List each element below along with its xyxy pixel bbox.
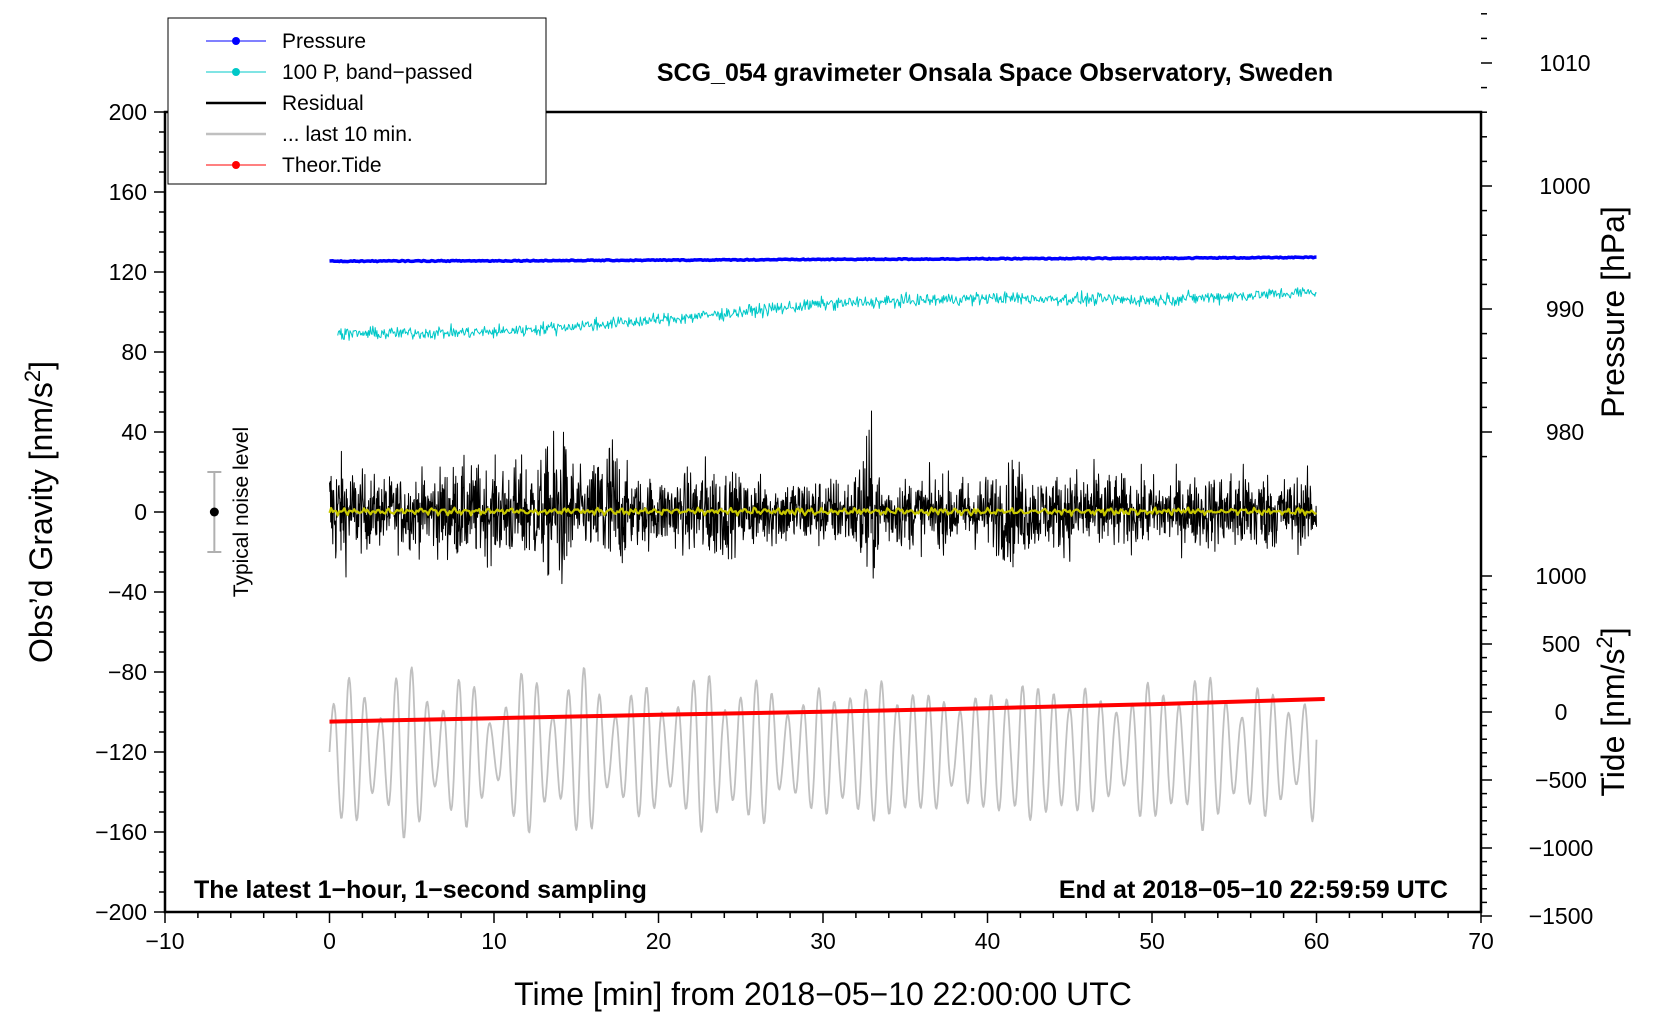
legend-label: Theor.Tide bbox=[282, 154, 382, 177]
tide-tick-label: −1500 bbox=[1529, 903, 1594, 929]
tide-tick-label: −1000 bbox=[1529, 835, 1594, 861]
tide-axis: −1500 −1000 −500 0 500 1000 bbox=[1481, 563, 1593, 929]
left-tick-label: −200 bbox=[95, 899, 147, 925]
tide-tick-label: 500 bbox=[1542, 631, 1580, 657]
legend-box bbox=[167, 17, 547, 185]
last-10-min-series bbox=[328, 666, 1318, 839]
left-axis-title-end: ] bbox=[23, 361, 59, 370]
left-tick-label: 200 bbox=[109, 99, 147, 125]
pressure-tick-label: 1010 bbox=[1539, 50, 1590, 76]
pressure-series bbox=[329, 255, 1317, 264]
x-tick-label: 10 bbox=[481, 928, 507, 954]
x-tick-label: 40 bbox=[975, 928, 1001, 954]
tide-axis-title-end: ] bbox=[1595, 627, 1631, 636]
band-passed-residual-series bbox=[328, 506, 1317, 517]
x-tick-label: −10 bbox=[145, 928, 184, 954]
left-tick-label: 80 bbox=[121, 339, 147, 365]
left-axis-title: Obs’d Gravity [nm/s2] bbox=[20, 361, 59, 663]
x-tick-label: 20 bbox=[646, 928, 672, 954]
theoretical-tide-series bbox=[329, 697, 1325, 724]
x-tick-label: 0 bbox=[323, 928, 336, 954]
typical-noise-bar bbox=[207, 471, 222, 553]
pressure-axis-title: Pressure [hPa] bbox=[1595, 206, 1631, 418]
left-tick-label: −120 bbox=[95, 739, 147, 765]
left-y-axis: −200 −160 −120 −80 −40 0 40 80 120 160 200 bbox=[95, 99, 165, 925]
left-tick-label: 40 bbox=[121, 419, 147, 445]
left-tick-label: −80 bbox=[108, 659, 147, 685]
legend-label: Pressure bbox=[282, 30, 366, 53]
legend-marker bbox=[232, 37, 240, 45]
x-tick-label: 60 bbox=[1304, 928, 1330, 954]
left-axis-title-main: Obs’d Gravity [nm/s bbox=[23, 382, 59, 663]
tide-axis-title: Tide [nm/s2] bbox=[1592, 627, 1631, 796]
legend-label: Residual bbox=[282, 92, 364, 115]
x-axis-title: Time [min] from 2018−05−10 22:00:00 UTC bbox=[514, 976, 1132, 1012]
legend-marker bbox=[232, 161, 240, 169]
left-tick-label: 0 bbox=[134, 499, 147, 525]
tide-tick-label: 1000 bbox=[1535, 563, 1586, 589]
annotation-end-time: End at 2018−05−10 22:59:59 UTC bbox=[1059, 876, 1448, 904]
left-tick-label: 120 bbox=[109, 259, 147, 285]
x-axis: −10 0 10 20 30 40 50 60 70 bbox=[145, 912, 1494, 954]
tide-tick-label: −500 bbox=[1535, 767, 1587, 793]
pressure-tick-label: 1000 bbox=[1539, 173, 1590, 199]
left-tick-label: −160 bbox=[95, 819, 147, 845]
x-tick-label: 50 bbox=[1139, 928, 1165, 954]
pressure-axis: 9809901000101010201030 bbox=[1481, 13, 1591, 458]
series-layer bbox=[328, 255, 1325, 839]
residual-series bbox=[329, 410, 1317, 585]
x-tick-label: 30 bbox=[810, 928, 836, 954]
legend: Pressure 100 P, band−passed Residual ... la… bbox=[167, 17, 547, 185]
tide-tick-label: 0 bbox=[1555, 699, 1568, 725]
tide-axis-title-sup: 2 bbox=[1592, 636, 1617, 648]
noise-bar-center bbox=[209, 507, 219, 517]
x-tick-label: 70 bbox=[1468, 928, 1494, 954]
left-tick-label: −40 bbox=[108, 579, 147, 605]
legend-label: ... last 10 min. bbox=[282, 123, 413, 146]
legend-label: 100 P, band−passed bbox=[282, 61, 473, 84]
pressure-tick-label: 990 bbox=[1546, 296, 1584, 322]
legend-marker bbox=[232, 68, 240, 76]
tide-axis-title-main: Tide [nm/s bbox=[1595, 648, 1631, 796]
band-passed-pressure-series bbox=[337, 287, 1317, 341]
left-axis-title-sup: 2 bbox=[20, 370, 45, 382]
left-tick-label: 160 bbox=[109, 179, 147, 205]
annotation-sampling: The latest 1−hour, 1−second sampling bbox=[194, 876, 647, 904]
chart-title: SCG_054 gravimeter Onsala Space Observat… bbox=[657, 59, 1333, 87]
noise-label: Typical noise level bbox=[230, 427, 253, 597]
pressure-tick-label: 980 bbox=[1546, 419, 1584, 445]
